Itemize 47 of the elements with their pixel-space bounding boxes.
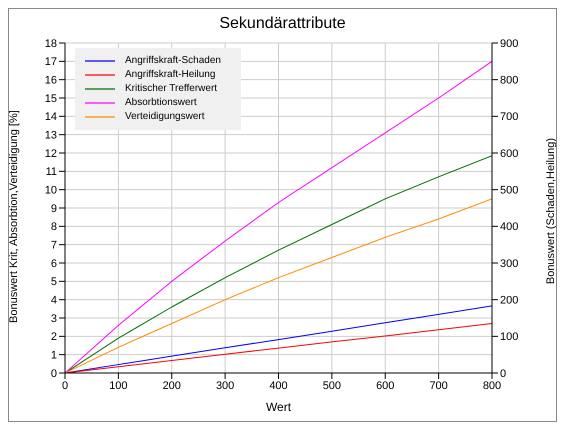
y-tick-label: 8 — [50, 221, 57, 234]
y-tick-label: 5 — [50, 276, 57, 288]
y-tick-label: 7 — [50, 240, 57, 252]
y2-tick-label: 200 — [500, 294, 518, 307]
x-tick-label: 300 — [216, 380, 234, 392]
x-tick-label: 200 — [162, 380, 181, 392]
x-tick-label: 0 — [62, 380, 68, 392]
y2-tick-label: 300 — [500, 258, 518, 270]
y-tick-label: 13 — [44, 130, 57, 142]
y-tick-label: 16 — [44, 74, 57, 87]
legend-label: Absorbtionswert — [125, 96, 197, 110]
legend-label: Angriffskraft-Schaden — [125, 54, 221, 68]
x-tick-label: 100 — [109, 380, 128, 392]
x-tick-label: 600 — [376, 380, 394, 392]
x-tick-label: 800 — [482, 380, 502, 392]
y-tick-label: 1 — [50, 350, 57, 362]
y-axis-title: Bonuswert Krit, Absorbtion,Verteidigung [%] — [8, 110, 20, 323]
chart-title: Sekundärattribute — [218, 15, 347, 33]
x-tick-label: 700 — [429, 380, 448, 392]
y-tick-label: 18 — [44, 38, 57, 50]
y2-tick-label: 500 — [500, 184, 518, 197]
y2-tick-label: 700 — [500, 111, 518, 124]
y-tick-label: 11 — [46, 166, 57, 178]
y2-tick-label: 600 — [500, 148, 518, 160]
legend-label: Angriffskraft-Heilung — [125, 68, 216, 82]
y2-axis-title: Bonuswert (Schaden,Heilung) — [544, 138, 557, 284]
y2-tick-label: 100 — [500, 331, 518, 344]
y-tick-label: 15 — [44, 92, 57, 105]
y2-tick-label: 800 — [500, 74, 518, 87]
y-tick-label: 3 — [50, 312, 57, 325]
y-tick-label: 10 — [44, 184, 57, 197]
x-tick-label: 400 — [269, 380, 288, 392]
y2-tick-label: 900 — [500, 38, 518, 50]
x-tick-label: 500 — [322, 380, 342, 392]
y-tick-label: 17 — [44, 56, 57, 68]
y-tick-label: 14 — [44, 111, 57, 124]
y-tick-label: 0 — [50, 368, 57, 380]
y-tick-label: 9 — [50, 202, 57, 215]
y2-tick-label: 400 — [500, 221, 518, 234]
legend-label: Verteidigungswert — [125, 110, 204, 124]
y-tick-label: 6 — [50, 258, 57, 270]
y-tick-label: 12 — [44, 148, 57, 160]
x-axis-title: Wert — [266, 400, 292, 414]
y2-tick-label: 0 — [500, 368, 506, 380]
legend-label: Kritischer Trefferwert — [125, 82, 218, 96]
y-tick-label: 2 — [50, 331, 57, 344]
y-tick-label: 4 — [50, 294, 57, 307]
